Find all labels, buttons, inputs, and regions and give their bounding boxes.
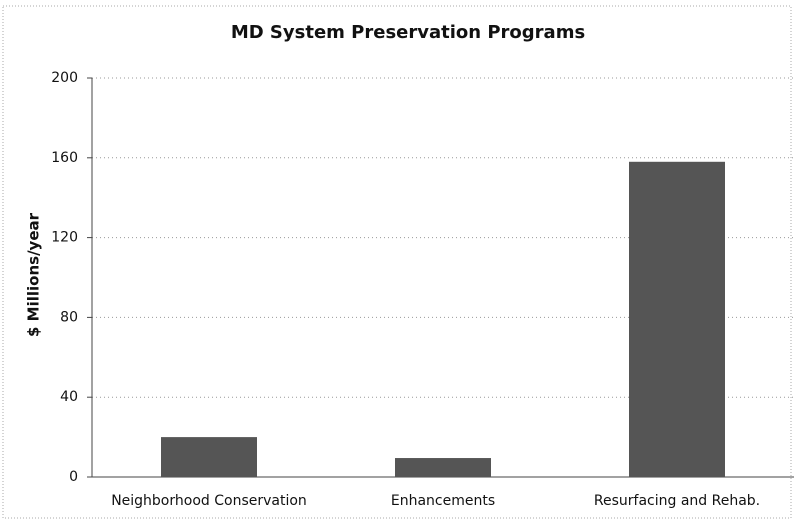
bar	[395, 458, 491, 477]
chart-title: MD System Preservation Programs	[231, 22, 585, 43]
bar	[161, 437, 257, 477]
x-tick-label: Resurfacing and Rehab.	[594, 493, 760, 509]
y-tick-label: 80	[60, 309, 78, 325]
y-tick-label: 40	[60, 389, 78, 405]
y-tick-label: 160	[51, 150, 78, 166]
y-axis-label: $ Millions/year	[25, 212, 43, 337]
x-tick-label: Enhancements	[391, 493, 495, 509]
y-tick-label: 200	[51, 70, 78, 86]
chart-border	[2, 5, 792, 519]
y-tick-label: 0	[69, 469, 78, 485]
bar	[629, 161, 725, 478]
y-tick-label: 120	[51, 230, 78, 246]
x-tick-label: Neighborhood Conservation	[111, 493, 307, 509]
